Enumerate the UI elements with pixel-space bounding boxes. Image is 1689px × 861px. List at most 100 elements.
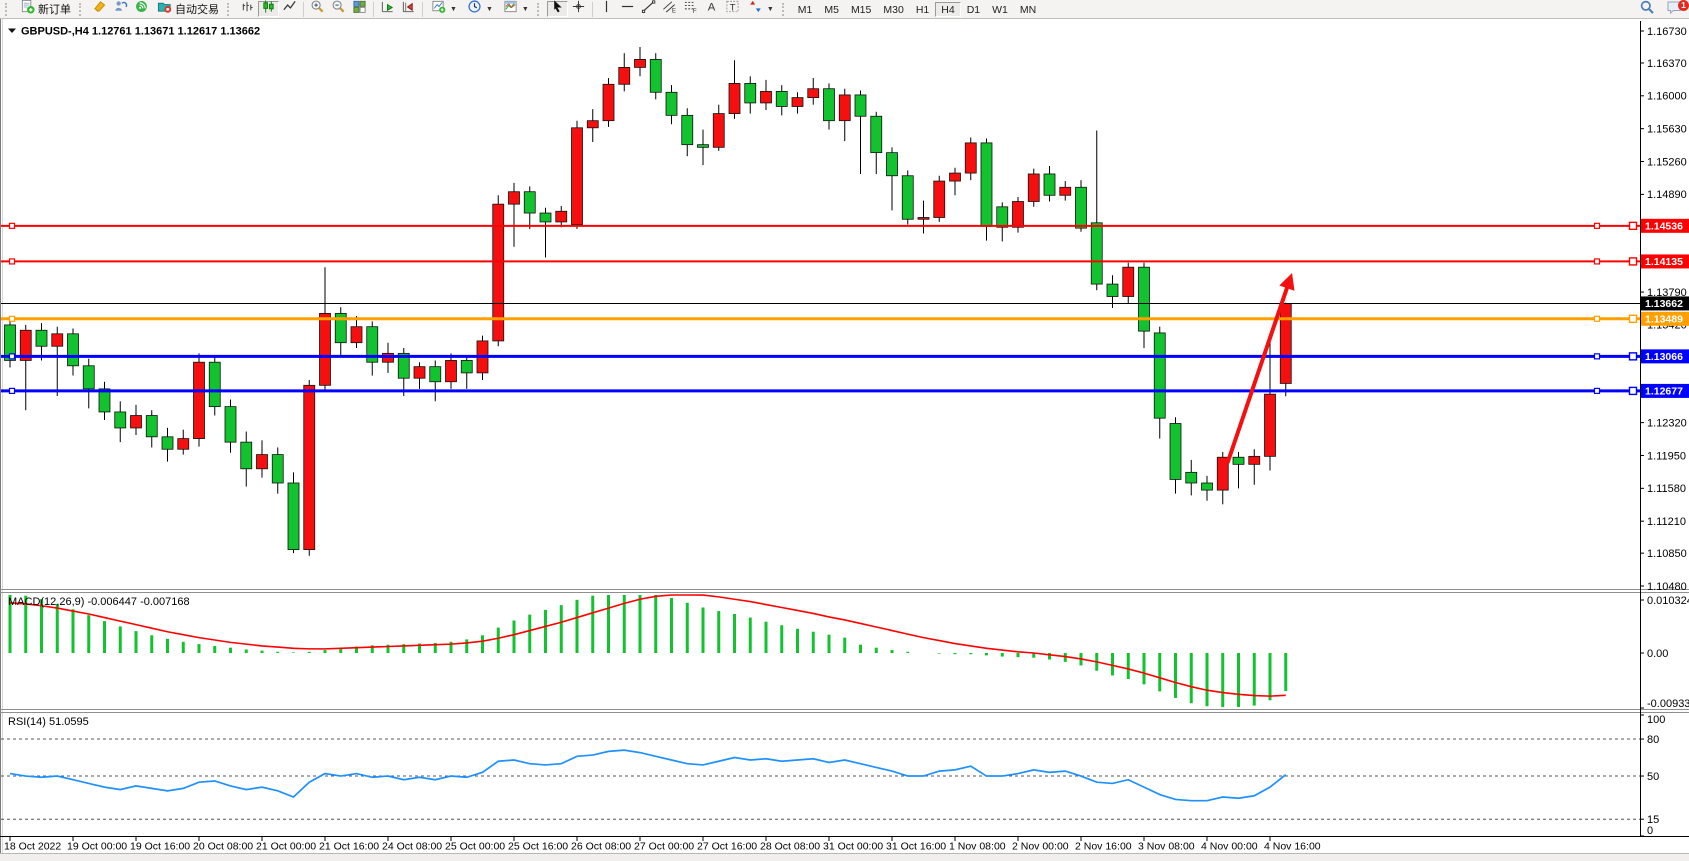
profiles-clock-button[interactable]: ▼ — [462, 1, 498, 17]
text-label-tool-button[interactable]: T — [722, 1, 743, 17]
toolbar-grip[interactable] — [782, 3, 788, 16]
toolbar-grip[interactable] — [5, 3, 11, 16]
vertical-line-tool-button[interactable] — [596, 1, 617, 17]
market-button[interactable] — [110, 1, 131, 17]
market-person-icon — [113, 0, 128, 19]
toolbar-grip[interactable] — [537, 3, 543, 16]
timeframe-button-D1[interactable]: D1 — [961, 2, 986, 17]
horizontal-line-tool-button[interactable] — [617, 1, 638, 17]
text-label-icon: T — [725, 0, 740, 19]
svg-text:27 Oct 00:00: 27 Oct 00:00 — [634, 841, 694, 853]
bar-chart-icon — [240, 0, 255, 19]
svg-text:RSI(14) 51.0595: RSI(14) 51.0595 — [8, 716, 89, 728]
svg-text:GBPUSD-,H4 1.12761 1.13671 1.: GBPUSD-,H4 1.12761 1.13671 1.12617 1.136… — [21, 26, 260, 38]
timeframe-button-H4[interactable]: H4 — [935, 2, 960, 17]
svg-text:1.13066: 1.13066 — [1645, 351, 1683, 363]
toolbar-separator — [303, 2, 304, 17]
timeframe-button-M5[interactable]: M5 — [818, 2, 845, 17]
signals-button[interactable] — [131, 1, 152, 17]
trendline-tool-button[interactable] — [638, 1, 659, 17]
svg-text:28 Oct 08:00: 28 Oct 08:00 — [760, 841, 820, 853]
chart-shift-button[interactable] — [398, 1, 419, 17]
autotrading-icon — [157, 0, 172, 19]
svg-text:31 Oct 00:00: 31 Oct 00:00 — [823, 841, 883, 853]
tile-windows-button[interactable] — [349, 1, 370, 17]
new-chart-button[interactable]: ▼ — [426, 1, 462, 17]
chevron-down-icon: ▼ — [767, 6, 774, 13]
styler-button[interactable] — [89, 1, 110, 17]
svg-text:1.10480: 1.10480 — [1647, 581, 1687, 593]
svg-text:100: 100 — [1647, 714, 1665, 726]
zoom-out-button[interactable] — [328, 1, 349, 17]
svg-text:0: 0 — [1647, 825, 1653, 837]
svg-text:A: A — [708, 2, 716, 14]
search-icon — [1639, 0, 1655, 20]
notifications-button[interactable]: 1 — [1663, 1, 1684, 17]
crosshair-button[interactable] — [568, 1, 589, 17]
svg-text:1.12677: 1.12677 — [1645, 386, 1683, 398]
new-order-button[interactable]: 新订单 — [15, 1, 76, 17]
svg-text:1 Nov 08:00: 1 Nov 08:00 — [949, 841, 1006, 853]
svg-text:T: T — [730, 2, 736, 12]
toolbar-separator — [373, 2, 374, 17]
line-chart-icon — [282, 0, 297, 19]
fibonacci-tool-button[interactable]: F — [680, 1, 701, 17]
svg-text:0.00: 0.00 — [1647, 648, 1668, 660]
notification-count-badge: 1 — [1678, 0, 1689, 11]
candlestick-chart-icon — [261, 0, 276, 19]
templates-button[interactable]: ▼ — [498, 1, 534, 17]
zoom-in-button[interactable] — [307, 1, 328, 17]
tile-windows-icon — [352, 0, 367, 19]
svg-text:1.12320: 1.12320 — [1647, 417, 1687, 429]
svg-text:1.14890: 1.14890 — [1647, 189, 1687, 201]
svg-text:19 Oct 16:00: 19 Oct 16:00 — [130, 841, 190, 853]
autotrading-button[interactable]: 自动交易 — [152, 1, 224, 17]
svg-text:1.15260: 1.15260 — [1647, 156, 1687, 168]
svg-text:18 Oct 2022: 18 Oct 2022 — [4, 841, 61, 853]
timeframe-button-H1[interactable]: H1 — [910, 2, 935, 17]
svg-text:24 Oct 08:00: 24 Oct 08:00 — [382, 841, 442, 853]
svg-text:20 Oct 08:00: 20 Oct 08:00 — [193, 841, 253, 853]
search-button[interactable] — [1636, 1, 1657, 17]
svg-text:26 Oct 08:00: 26 Oct 08:00 — [571, 841, 631, 853]
auto-scroll-button[interactable] — [377, 1, 398, 17]
text-a-icon: A — [704, 0, 719, 19]
price-badge-1.13662: 1.13662 — [1641, 296, 1689, 310]
svg-text:2 Nov 00:00: 2 Nov 00:00 — [1012, 841, 1069, 853]
svg-text:27 Oct 16:00: 27 Oct 16:00 — [697, 841, 757, 853]
svg-text:0.010324: 0.010324 — [1647, 595, 1689, 607]
line-chart-button[interactable] — [279, 1, 300, 17]
svg-text:1.13489: 1.13489 — [1645, 314, 1683, 326]
text-tool-button[interactable]: A — [701, 1, 722, 17]
new-order-icon — [20, 0, 35, 19]
highlighter-icon — [92, 0, 107, 19]
svg-text:-0.009332: -0.009332 — [1647, 698, 1689, 710]
auto-scroll-icon — [380, 0, 395, 19]
timeframe-button-W1[interactable]: W1 — [986, 2, 1014, 17]
bar-chart-button[interactable] — [237, 1, 258, 17]
vertical-line-icon — [599, 0, 614, 19]
arrows-tool-button[interactable]: ▼ — [743, 1, 779, 17]
svg-text:1.16000: 1.16000 — [1647, 91, 1687, 103]
timeframe-button-MN[interactable]: MN — [1014, 2, 1042, 17]
fibonacci-icon: F — [683, 0, 698, 19]
svg-text:1.13662: 1.13662 — [1645, 298, 1683, 310]
clock-icon — [467, 0, 482, 19]
channel-icon: E — [662, 0, 677, 19]
timeframe-button-M1[interactable]: M1 — [792, 2, 819, 17]
trendline-icon — [641, 0, 656, 19]
svg-text:1.15630: 1.15630 — [1647, 123, 1687, 135]
svg-text:4 Nov 00:00: 4 Nov 00:00 — [1201, 841, 1258, 853]
timeframe-button-M30[interactable]: M30 — [877, 2, 909, 17]
toolbar-grip[interactable] — [79, 3, 85, 16]
templates-icon — [503, 0, 518, 19]
toolbar-separator — [422, 2, 423, 17]
timeframe-button-M15[interactable]: M15 — [845, 2, 877, 17]
svg-text:50: 50 — [1647, 771, 1659, 783]
equidistant-channel-tool-button[interactable]: E — [659, 1, 680, 17]
cursor-button[interactable] — [547, 1, 568, 17]
candlestick-chart-button[interactable] — [258, 1, 279, 17]
toolbar-grip[interactable] — [227, 3, 233, 16]
